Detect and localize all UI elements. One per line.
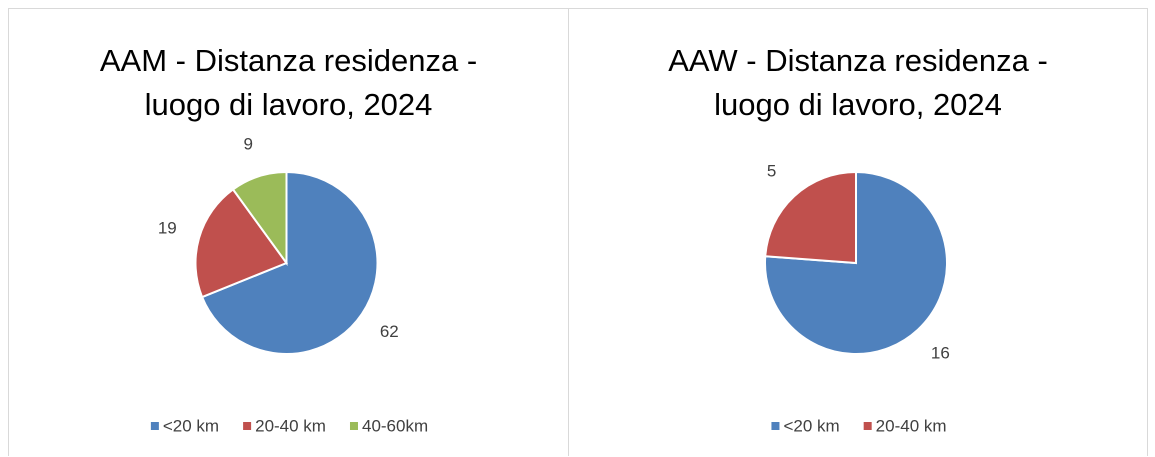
data-label: 19 (158, 218, 177, 237)
legend: <20 km 20-40 km (771, 416, 947, 435)
chart-panel: AAM - Distanza residenza - luogo di lavo… (8, 8, 569, 456)
chart: 16 5 <20 km 20-40 km (764, 162, 950, 435)
chart-panel: AAW - Distanza residenza - luogo di lavo… (568, 8, 1148, 456)
data-label: 5 (767, 162, 776, 181)
legend-marker (349, 422, 358, 430)
chart-title: AAW - Distanza residenza - luogo di lavo… (668, 43, 1048, 122)
data-label: 62 (380, 322, 399, 341)
legend-label: <20 km (783, 416, 839, 435)
pie-slice (764, 170, 857, 265)
pie-slice (200, 170, 379, 355)
legend-marker (863, 422, 872, 430)
chart: 62 19 9 <20 km 20-40 km 40-60km (150, 135, 428, 435)
legend-label: 40-60km (362, 416, 428, 435)
data-label: 9 (243, 135, 252, 154)
legend-marker (243, 422, 252, 430)
legend-marker (771, 422, 780, 430)
pie-slice (194, 187, 289, 299)
legend-label: 20-40 km (255, 416, 326, 435)
legend-label: 20-40 km (876, 416, 947, 435)
chart-title: AAM - Distanza residenza - luogo di lavo… (99, 43, 478, 122)
legend-marker (150, 422, 159, 430)
data-label: 16 (931, 343, 950, 362)
legend-label: <20 km (163, 416, 219, 435)
legend: <20 km 20-40 km 40-60km (150, 416, 428, 435)
pie-slice (231, 170, 288, 267)
